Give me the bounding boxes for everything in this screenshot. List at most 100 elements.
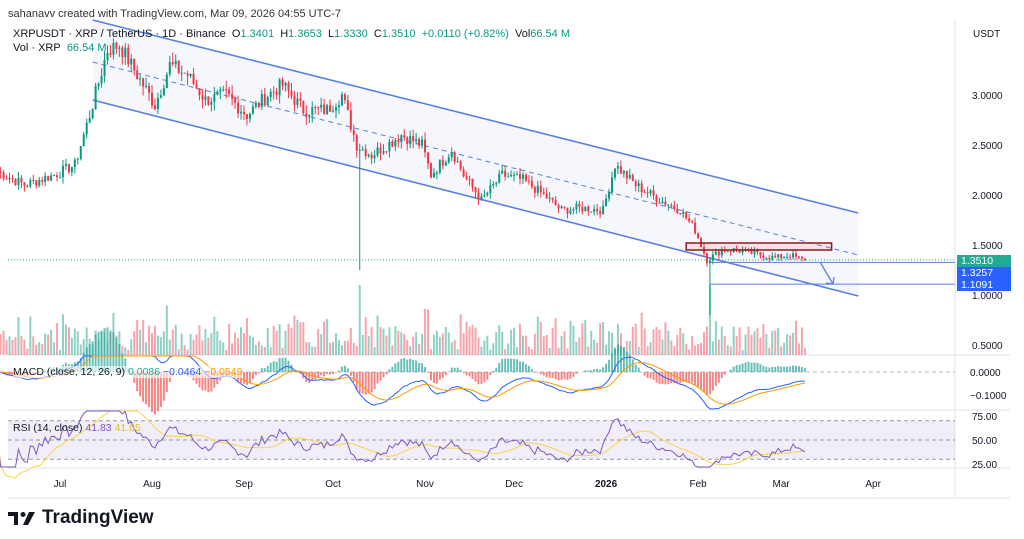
volume-bar — [340, 345, 343, 355]
volume-bar — [204, 328, 207, 355]
volume-bar — [243, 333, 245, 355]
macd-histogram-bar — [572, 372, 575, 377]
volume-bar — [14, 337, 17, 355]
macd-histogram-bar — [477, 372, 480, 385]
candle-body — [59, 177, 61, 179]
symbol-legend[interactable]: XRPUSDT · XRP / TetherUS · 1D · Binance … — [13, 28, 570, 40]
candle-body — [198, 88, 201, 96]
candle-body — [533, 187, 536, 193]
macd-histogram-bar — [682, 372, 685, 382]
candle-body — [370, 154, 373, 159]
volume-bar — [263, 347, 266, 355]
volume-bar — [673, 346, 676, 355]
candle-body — [156, 97, 159, 110]
rsi-legend[interactable]: RSI (14, close) 41.83 41.65 — [13, 422, 141, 434]
candle-body — [317, 107, 320, 109]
candle-body — [575, 203, 578, 210]
candle-body — [673, 205, 676, 209]
volume-bar — [533, 333, 536, 355]
volume-bar — [631, 326, 634, 355]
volume-bar — [688, 349, 691, 355]
candle-body — [323, 104, 326, 114]
macd-histogram-bar — [400, 358, 403, 372]
macd-histogram-bar — [554, 372, 557, 380]
volume-bar — [156, 335, 159, 355]
candle-body — [234, 98, 237, 103]
macd-histogram-bar — [210, 372, 213, 392]
macd-histogram-bar — [551, 372, 554, 379]
currency-label[interactable]: USDT — [973, 29, 1001, 40]
volume-bar — [527, 346, 530, 355]
candle-body — [192, 73, 195, 85]
volume-bar — [373, 347, 376, 355]
macd-histogram-bar — [741, 363, 744, 372]
macd-histogram-bar — [391, 366, 394, 372]
macd-histogram-bar — [429, 372, 432, 381]
candle-body — [477, 192, 480, 200]
candle-body — [61, 165, 64, 178]
time-tick: Oct — [325, 479, 341, 490]
volume-legend[interactable]: Vol · XRP 66.54 M — [13, 42, 107, 54]
volume-bar — [299, 322, 302, 355]
macd-histogram-bar — [269, 362, 272, 372]
macd-histogram-bar — [450, 367, 453, 372]
macd-histogram-bar — [590, 370, 593, 372]
macd-histogram-bar — [676, 372, 679, 384]
volume-bar — [8, 336, 11, 355]
macd-histogram-bar — [284, 357, 287, 372]
volume-bar — [774, 330, 777, 355]
macd-histogram-bar — [691, 372, 694, 383]
volume-bar — [44, 333, 47, 355]
volume-bar — [542, 336, 545, 355]
candle-body — [379, 147, 382, 154]
candle-body — [797, 256, 800, 258]
candle-body — [183, 72, 186, 74]
volume-bar — [225, 349, 228, 355]
volume-bar — [768, 347, 771, 355]
volume-bar — [231, 343, 234, 355]
macd-histogram-bar — [124, 358, 127, 372]
candle-body — [569, 210, 572, 214]
volume-bar — [216, 331, 219, 355]
macd-legend[interactable]: MACD (close, 12, 26, 9) 0.0086 −0.0464 −… — [13, 366, 243, 378]
candle-body — [266, 97, 269, 106]
volume-bar — [611, 332, 613, 355]
macd-histogram-bar — [569, 372, 572, 379]
candle-body — [406, 137, 409, 145]
volume-bar — [501, 331, 504, 355]
candle-body — [100, 75, 103, 84]
macd-histogram-bar — [625, 351, 628, 372]
candle-body — [530, 180, 533, 188]
volume-bar — [67, 327, 70, 355]
candle-body — [222, 89, 225, 91]
candle-body — [605, 198, 608, 206]
volume-bar — [536, 316, 539, 355]
time-tick: Sep — [235, 479, 253, 490]
candle-body — [136, 70, 139, 80]
macd-histogram-bar — [800, 366, 803, 372]
macd-histogram-bar — [79, 357, 82, 372]
candle-body — [664, 201, 667, 206]
macd-histogram-bar — [145, 372, 148, 405]
candle-body — [204, 96, 207, 100]
candle-body — [153, 105, 156, 110]
volume-bar — [361, 335, 364, 355]
volume-bar — [257, 341, 260, 355]
candle-body — [382, 151, 385, 154]
volume-bar — [729, 346, 732, 355]
candle-body — [527, 180, 530, 182]
volume-bar — [79, 344, 82, 355]
volume-bar — [711, 341, 714, 355]
volume-bar — [637, 346, 640, 355]
macd-histogram-bar — [468, 372, 471, 377]
volume-bar — [195, 334, 198, 355]
candle-body — [581, 206, 584, 212]
candle-body — [735, 248, 738, 251]
candle-body — [394, 140, 397, 147]
macd-histogram-bar — [385, 372, 388, 375]
macd-value: −0.0464 — [163, 366, 202, 378]
candle-body — [29, 180, 32, 187]
candle-body — [47, 176, 50, 181]
macd-histogram-bar — [453, 367, 456, 372]
